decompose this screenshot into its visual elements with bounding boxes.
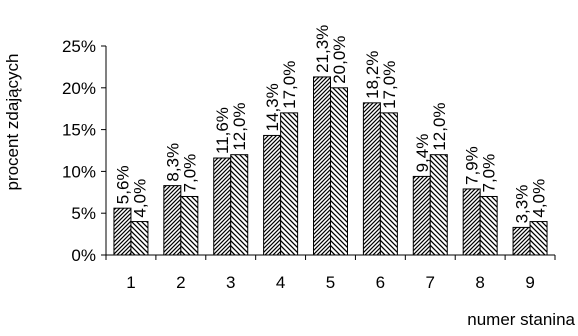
bar-series-1-cat-4 [263, 134, 282, 256]
x-axis-label: numer stanina [467, 310, 575, 329]
bar-series-1-cat-1 [113, 207, 132, 256]
y-axis-ticks: 0% 5% 10% 15% 20% 25% [62, 37, 106, 265]
bar-series-2-cat-1 [130, 221, 149, 256]
bar-series-2-cat-2 [180, 195, 199, 256]
y-tick-label: 0% [71, 246, 96, 265]
data-label-series-2: 7,0% [180, 154, 199, 193]
x-tick-label: 2 [176, 273, 185, 292]
y-axis-label: procent zdających [3, 53, 22, 190]
data-label-series-1: 3,3% [513, 185, 532, 224]
x-tick-label: 3 [226, 273, 235, 292]
x-tick-label: 1 [126, 273, 135, 292]
data-label-series-2: 20,0% [330, 36, 349, 84]
data-labels-group: 5,6% 8,3% 11,6% 14,3% 21,3% 18,2% 9,4% 7,9% 3,3%… [113, 25, 548, 224]
data-label-series-2: 12,0% [430, 102, 449, 150]
y-tick-label: 25% [62, 37, 96, 56]
data-label-series-1: 11,6% [213, 107, 232, 154]
y-tick-label: 10% [62, 162, 96, 181]
data-label-series-1: 8,3% [163, 143, 182, 182]
bar-series-1-cat-3 [213, 157, 232, 256]
data-label-series-2: 4,0% [130, 179, 149, 218]
bar-series-1-cat-9 [512, 226, 531, 256]
y-tick-label: 5% [71, 204, 96, 223]
data-label-series-2: 17,0% [280, 61, 299, 109]
bars-group [113, 76, 548, 256]
x-tick-label: 9 [525, 273, 534, 292]
x-tick-label: 8 [475, 273, 484, 292]
bar-series-1-cat-5 [313, 76, 331, 256]
data-label-series-1: 21,3% [313, 25, 332, 73]
data-label-series-1: 9,4% [413, 134, 432, 173]
data-label-series-1: 18,2% [363, 51, 382, 99]
x-axis-ticks: 1 2 3 4 5 6 7 8 9 [105, 255, 556, 292]
x-tick-label: 7 [426, 273, 435, 292]
x-tick-label: 5 [326, 273, 335, 292]
data-label-series-2: 4,0% [530, 179, 549, 218]
data-label-series-2: 12,0% [230, 102, 249, 150]
bar-series-1-cat-6 [362, 102, 381, 256]
bar-series-2-cat-6 [379, 112, 398, 256]
bar-series-1-cat-2 [163, 185, 182, 256]
bar-series-2-cat-9 [529, 221, 548, 256]
bar-series-1-cat-7 [412, 175, 431, 256]
data-label-series-2: 17,0% [380, 61, 399, 109]
bar-series-2-cat-4 [280, 112, 299, 256]
bar-series-2-cat-8 [479, 195, 498, 256]
data-label-series-1: 14,3% [263, 83, 282, 131]
data-label-series-1: 7,9% [463, 146, 482, 185]
y-tick-label: 20% [62, 79, 96, 98]
x-tick-label: 4 [276, 273, 285, 292]
bar-series-2-cat-7 [429, 154, 448, 256]
bar-series-2-cat-5 [330, 87, 348, 256]
data-label-series-2: 7,0% [480, 154, 499, 193]
y-tick-label: 15% [62, 121, 96, 140]
bar-series-1-cat-8 [462, 188, 481, 256]
data-label-series-1: 5,6% [113, 165, 132, 204]
bar-series-2-cat-3 [230, 154, 249, 256]
x-tick-label: 6 [376, 273, 385, 292]
